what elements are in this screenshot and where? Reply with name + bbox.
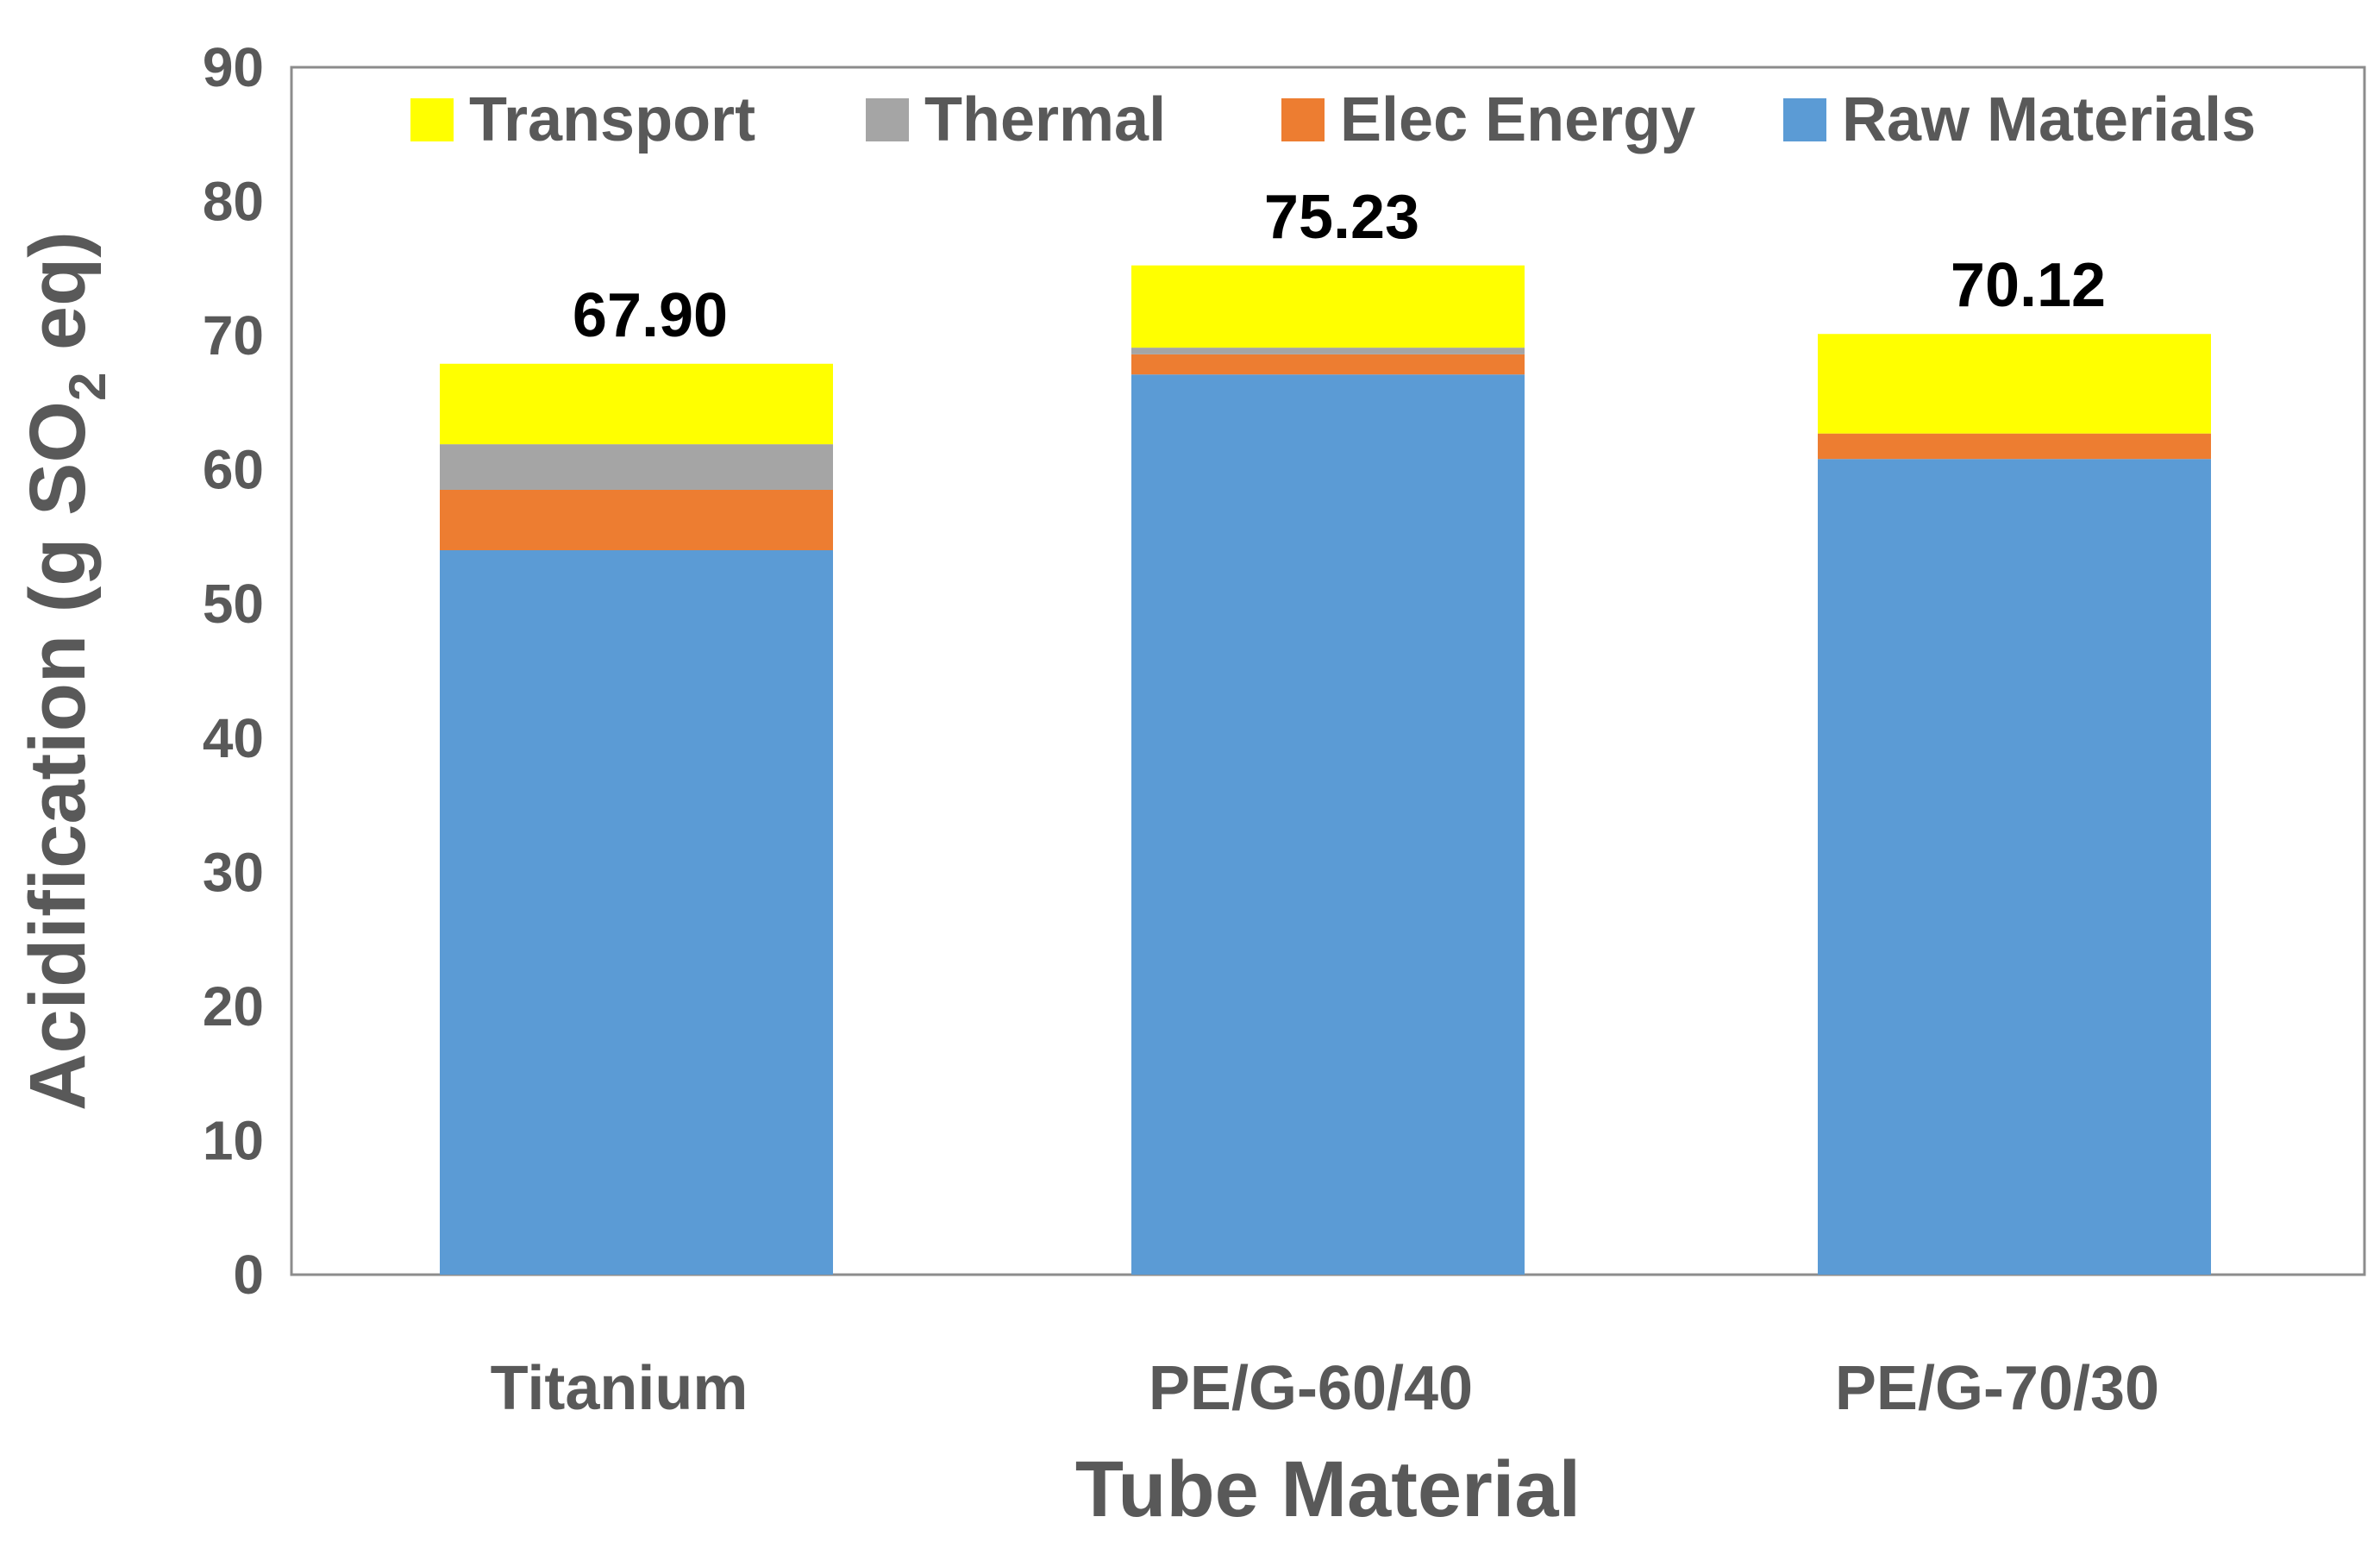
total-label-pe-g-60-40: 75.23 bbox=[1264, 183, 1419, 252]
bar-pe-g-60-40-thermal bbox=[1131, 348, 1525, 354]
bar-titanium-elec-energy bbox=[440, 490, 833, 550]
y-axis-title: Acidification (g SO2 eq) bbox=[14, 231, 116, 1111]
y-tick-label-30: 30 bbox=[203, 841, 264, 903]
legend-label-elec-energy: Elec Energy bbox=[1340, 85, 1695, 154]
bar-pe-g-60-40-elec-energy bbox=[1131, 354, 1525, 375]
y-axis-title-prefix: Acidification (g SO bbox=[14, 401, 102, 1111]
y-tick-label-40: 40 bbox=[203, 707, 264, 769]
legend-swatch-transport bbox=[410, 98, 454, 141]
x-axis-title: Tube Material bbox=[1075, 1445, 1581, 1533]
x-tick-label-titanium: Titanium bbox=[491, 1354, 748, 1423]
legend-swatch-elec-energy bbox=[1281, 98, 1325, 141]
legend-label-transport: Transport bbox=[469, 85, 755, 154]
y-axis-title-subscript: 2 bbox=[59, 373, 116, 401]
legend-label-raw-materials: Raw Materials bbox=[1842, 85, 2256, 154]
bar-pe-g-60-40-transport bbox=[1131, 265, 1525, 348]
legend-label-thermal: Thermal bbox=[924, 85, 1166, 154]
y-tick-label-20: 20 bbox=[203, 975, 264, 1037]
legend-swatch-raw-materials bbox=[1783, 98, 1826, 141]
bar-pe-g-70-30-elec-energy bbox=[1818, 433, 2211, 460]
y-tick-label-50: 50 bbox=[203, 573, 264, 635]
bar-pe-g-70-30-raw-materials bbox=[1818, 459, 2211, 1275]
total-label-titanium: 67.90 bbox=[573, 281, 728, 350]
x-tick-label-pe-g-70-30: PE/G-70/30 bbox=[1835, 1354, 2159, 1423]
bar-pe-g-60-40-raw-materials bbox=[1131, 374, 1525, 1276]
legend-swatch-thermal bbox=[866, 98, 909, 141]
bar-titanium-transport bbox=[440, 363, 833, 445]
y-tick-label-90: 90 bbox=[203, 36, 264, 98]
y-tick-label-0: 0 bbox=[233, 1244, 264, 1306]
y-tick-label-80: 80 bbox=[203, 171, 264, 233]
total-label-pe-g-70-30: 70.12 bbox=[1951, 251, 2106, 320]
y-tick-label-60: 60 bbox=[203, 439, 264, 501]
y-tick-label-10: 10 bbox=[203, 1109, 264, 1171]
bar-pe-g-70-30-transport bbox=[1818, 334, 2211, 434]
bar-titanium-raw-materials bbox=[440, 550, 833, 1275]
bar-titanium-thermal bbox=[440, 444, 833, 490]
y-axis-title-suffix: eq) bbox=[14, 231, 102, 373]
y-tick-label-70: 70 bbox=[203, 304, 264, 367]
x-tick-label-pe-g-60-40: PE/G-60/40 bbox=[1149, 1354, 1473, 1423]
